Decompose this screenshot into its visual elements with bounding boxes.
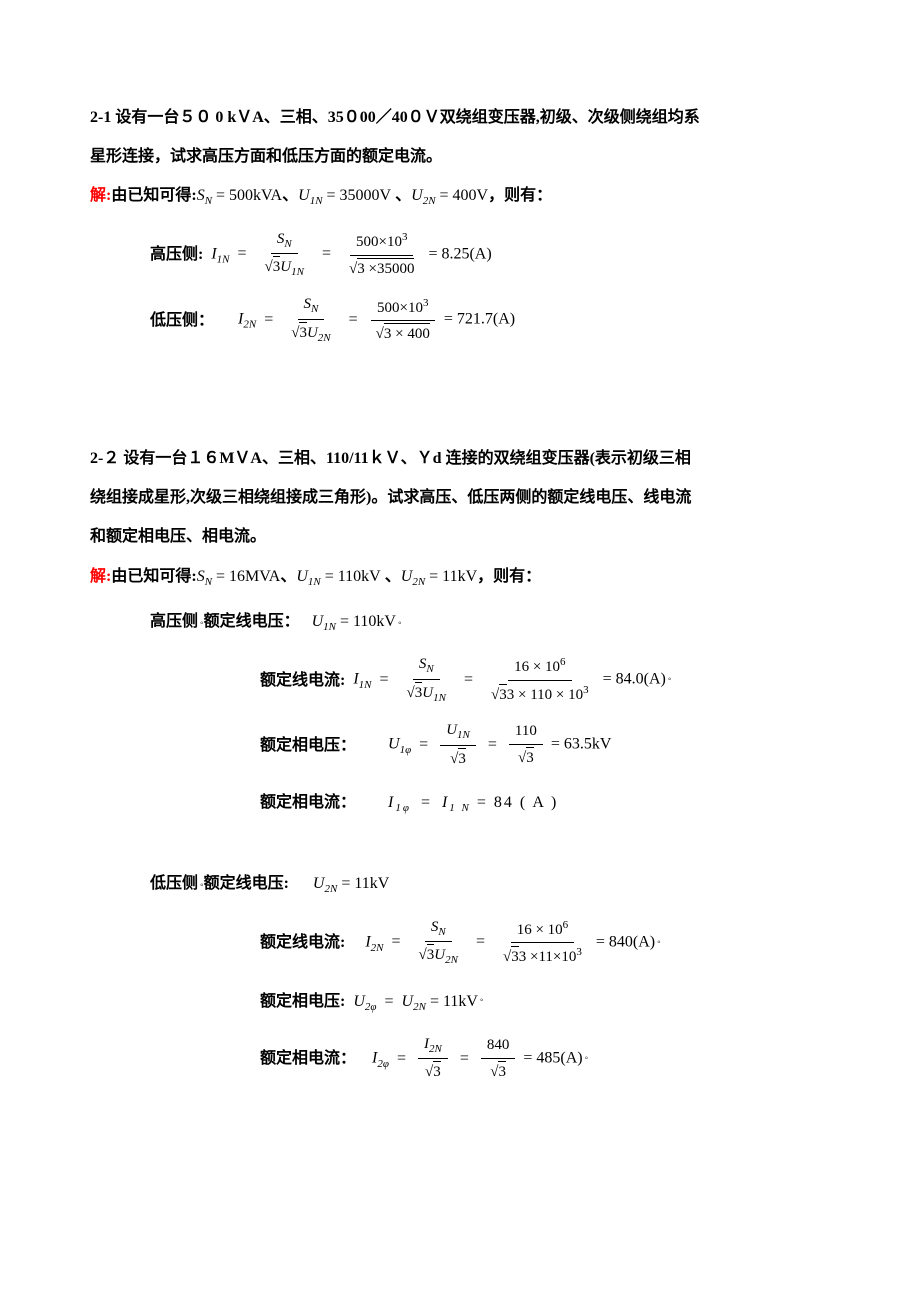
problem-1-hp-formula: 高压侧: I1N = SN √3U1N = 500×103 √3 ×35000 … [150,230,830,280]
problem-2-hp-line-i: 额定线电流: I1N = SN √3U1N = 16 × 106 √33 × 1… [260,655,830,705]
problem-2-header-line-1: 2-２ 设有一台１６MＶA、三相、110/11ｋＶ、Ｙd 连接的双绕组变压器(表… [90,441,830,476]
problem-2-header-line-3: 和额定相电压、相电流。 [90,519,830,554]
problem-2-lp-phase-i: 额定相电流： I2φ = I2N √3 = 840 √3 = 485(A) ◦ [260,1035,830,1083]
solution-label: 解: [90,187,111,204]
problem-2-hp-phase-v: 额定相电压： U1φ = U1N √3 = 110 √3 = 63.5kV [260,721,830,769]
lp-label: 低压侧： [150,303,214,338]
problem-2-hp-line-v: 高压侧◦额定线电压： U1N = 110kV◦ [150,604,830,639]
given-end-2: ，则有： [477,568,541,585]
problem-2-header-line-2: 绕组接成星形,次级三相绕组接成三角形)。试求高压、低压两侧的额定线电压、线电流 [90,480,830,515]
given-end: ，则有： [488,187,552,204]
solution-label-2: 解: [90,568,111,585]
problem-2-lp-phase-v: 额定相电压: U2φ = U2N = 11kV ◦ [260,984,830,1019]
problem-2-hp-phase-i: 额定相电流： I1φ = I1 N = 84 ( A ) [260,785,830,820]
problem-1-solution-given: 解:由已知可得:SN = 500kVA、U1N = 35000V 、U2N = … [90,178,830,213]
problem-1-header-line-1: 2-1 设有一台５０ 0 kＶA、三相、35０00／40０Ｖ双绕组变压器,初级、… [90,100,830,135]
solution-text: 由已知可得: [111,187,196,204]
solution-text-2: 由已知可得: [111,568,196,585]
problem-2-lp-line-i: 额定线电流: I2N = SN √3U2N = 16 × 106 √33 ×11… [260,918,830,968]
problem-1-lp-formula: 低压侧： I2N = SN √3U2N = 500×103 √3 × 400 =… [150,295,830,345]
problem-1-header-line-2: 星形连接，试求高压方面和低压方面的额定电流。 [90,139,830,174]
problem-2-lp-line-v: 低压侧◦额定线电压: U2N = 11kV [150,866,830,901]
hp-label: 高压侧: [150,237,203,272]
problem-2-solution-given: 解:由已知可得:SN = 16MVA、U1N = 110kV 、U2N = 11… [90,559,830,594]
